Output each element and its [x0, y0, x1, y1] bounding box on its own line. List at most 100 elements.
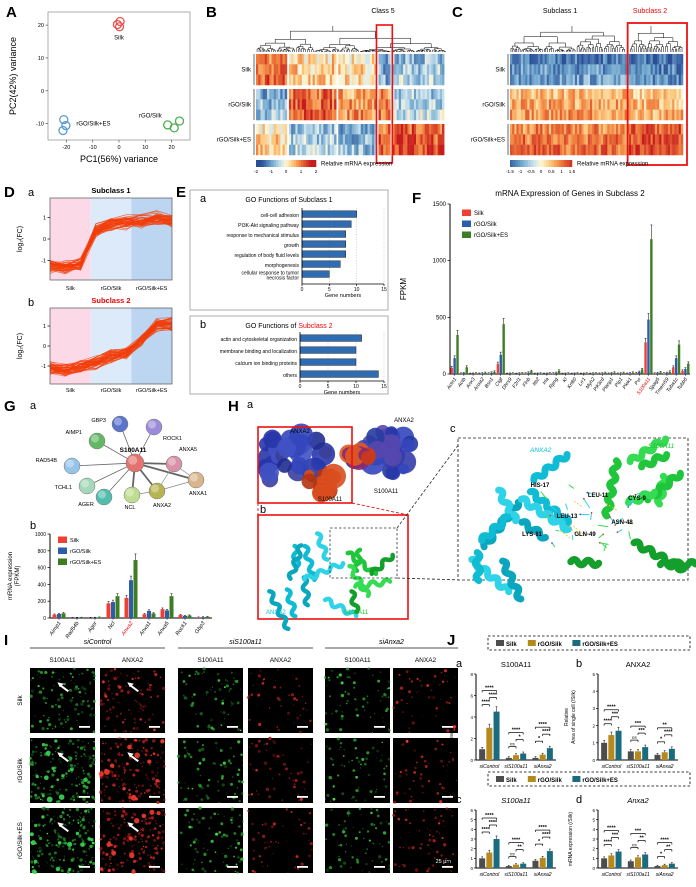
svg-text:15: 15 [381, 287, 387, 293]
svg-text:Tubb6: Tubb6 [676, 377, 689, 392]
svg-text:10: 10 [142, 145, 148, 151]
svg-text:****: **** [542, 832, 551, 838]
svg-text:b: b [30, 520, 36, 532]
svg-text:regulation of body fluid level: regulation of body fluid levels [235, 253, 300, 259]
ppi-network-and-bars: a GBP3 ROCK1 ANXA5 ANXA1 ANXA2 NCL AGER TCHL1 RAD… [8, 400, 212, 640]
svg-text:Bsn1: Bsn1 [484, 377, 496, 390]
svg-text:ANXA2: ANXA2 [394, 418, 414, 424]
svg-text:siS100a11: siS100a11 [504, 764, 527, 770]
svg-text:ns: ns [510, 741, 516, 746]
svg-text:S100A11: S100A11 [318, 497, 343, 503]
svg-text:S100A11: S100A11 [344, 610, 369, 616]
svg-text:-10: -10 [36, 122, 44, 128]
svg-text:3: 3 [592, 706, 595, 711]
svg-text:****: **** [607, 825, 616, 831]
svg-text:Relative mRNA expression: Relative mRNA expression [577, 162, 648, 168]
protein-structure-docking: a ANXA2 ANXA2 S100A11 S100A11 b ANXA2 S100A11 c A… [247, 399, 696, 632]
svg-text:rGO/Silk+ES: rGO/Silk+ES [217, 138, 251, 144]
svg-text:Silk: Silk [506, 778, 517, 784]
svg-text:FPKM: FPKM [399, 278, 408, 301]
svg-text:calcium ion binding proteins: calcium ion binding proteins [235, 361, 297, 367]
svg-text:siControl: siControl [479, 872, 500, 878]
svg-text:growth: growth [284, 243, 299, 249]
svg-text:rGO/Silk+ES: rGO/Silk+ES [474, 233, 508, 239]
svg-text:ns: ns [632, 735, 638, 740]
svg-text:Gbp3: Gbp3 [194, 620, 207, 635]
svg-text:2: 2 [592, 723, 595, 728]
svg-text:10: 10 [353, 384, 359, 390]
svg-text:others: others [283, 373, 297, 379]
svg-text:ANXA2: ANXA2 [529, 447, 552, 454]
svg-text:*: * [660, 737, 663, 743]
svg-text:**: ** [517, 844, 522, 850]
svg-text:b: b [28, 297, 34, 309]
svg-text:Area of single cell (/Silk): Area of single cell (/Silk) [449, 690, 455, 744]
svg-text:**: ** [639, 835, 644, 841]
svg-text:mRNA Expression of Genes in Su: mRNA Expression of Genes in Subclass 2 [495, 189, 645, 198]
svg-text:400: 400 [38, 582, 47, 588]
svg-text:-1: -1 [518, 169, 523, 174]
svg-text:1500: 1500 [433, 202, 447, 208]
svg-text:*: * [538, 736, 541, 742]
svg-text:rGO/Silk+ES: rGO/Silk+ES [76, 122, 110, 128]
svg-text:200: 200 [38, 599, 47, 605]
svg-text:log₂(FC): log₂(FC) [17, 226, 24, 252]
svg-text:a: a [200, 193, 207, 205]
svg-text:Subclass 2: Subclass 2 [633, 8, 667, 15]
svg-text:siControl: siControl [601, 872, 622, 878]
svg-text:1.5: 1.5 [569, 169, 576, 174]
svg-text:ANXA2: ANXA2 [122, 657, 144, 664]
svg-text:5: 5 [328, 287, 331, 293]
svg-text:PC2(42%) variance: PC2(42%) variance [8, 37, 18, 115]
svg-text:15: 15 [381, 384, 387, 390]
svg-text:Subclass 1: Subclass 1 [91, 186, 130, 195]
svg-text:Relative mRNA expression: Relative mRNA expression [321, 162, 392, 168]
svg-text:1000: 1000 [35, 532, 46, 538]
svg-text:Itb2: Itb2 [532, 377, 542, 387]
svg-text:S100a11: S100a11 [501, 796, 530, 805]
svg-text:Pvr: Pvr [634, 376, 643, 386]
svg-text:S100A11: S100A11 [374, 489, 399, 495]
svg-text:1: 1 [560, 169, 563, 174]
pca-scatter-plot: -20 -10 0 10 20 -10 0 10 20 PC1(56%) variance PC2(… [8, 11, 191, 164]
svg-text:****: **** [664, 730, 673, 736]
svg-text:Silk: Silk [495, 68, 506, 74]
svg-text:CYS-9: CYS-9 [628, 496, 646, 502]
svg-text:****: **** [603, 839, 612, 845]
svg-text:****: **** [481, 699, 490, 705]
svg-text:Silk: Silk [114, 35, 125, 41]
svg-text:1: 1 [470, 856, 473, 861]
svg-text:GLN-49: GLN-49 [574, 532, 596, 538]
svg-text:necrosis factor: necrosis factor [266, 276, 299, 282]
svg-text:Silk: Silk [241, 68, 252, 74]
svg-text:GO Functions of Subclass 1: GO Functions of Subclass 1 [245, 197, 332, 204]
fpkm-bar-chart: mRNA Expression of Genes in Subclass 2 FP… [399, 189, 690, 396]
svg-text:-1: -1 [41, 364, 46, 370]
svg-text:0: 0 [43, 616, 46, 622]
svg-text:10: 10 [38, 56, 44, 62]
svg-text:Silk: Silk [70, 538, 79, 544]
svg-text:AGER: AGER [78, 502, 94, 508]
svg-text:siControl: siControl [479, 764, 500, 770]
svg-text:***: *** [612, 712, 619, 718]
panel-h-label: H [228, 398, 239, 415]
svg-text:2: 2 [315, 169, 318, 174]
svg-text:S100A11: S100A11 [197, 657, 224, 664]
svg-text:c: c [450, 423, 456, 435]
svg-text:Ctgf: Ctgf [494, 376, 505, 387]
svg-text:response to mechanical stimulu: response to mechanical stimulus [226, 233, 299, 239]
svg-text:GO Functions of Subclass 2: GO Functions of Subclass 2 [245, 323, 332, 330]
svg-text:Iria: Iria [542, 377, 551, 386]
svg-text:Silk: Silk [506, 642, 517, 648]
svg-text:mRNA expression: mRNA expression [8, 552, 14, 600]
svg-text:cellular response to tumor: cellular response to tumor [241, 270, 299, 276]
svg-text:Subclass 2: Subclass 2 [91, 296, 130, 305]
svg-text:-1: -1 [269, 169, 274, 174]
svg-text:TCHL1: TCHL1 [55, 485, 72, 491]
svg-text:ANXA2: ANXA2 [415, 657, 437, 664]
svg-text:a: a [456, 658, 463, 670]
svg-text:rGO/Silk: rGO/Silk [101, 286, 122, 292]
svg-text:c: c [456, 794, 462, 806]
svg-text:**: ** [663, 723, 668, 729]
